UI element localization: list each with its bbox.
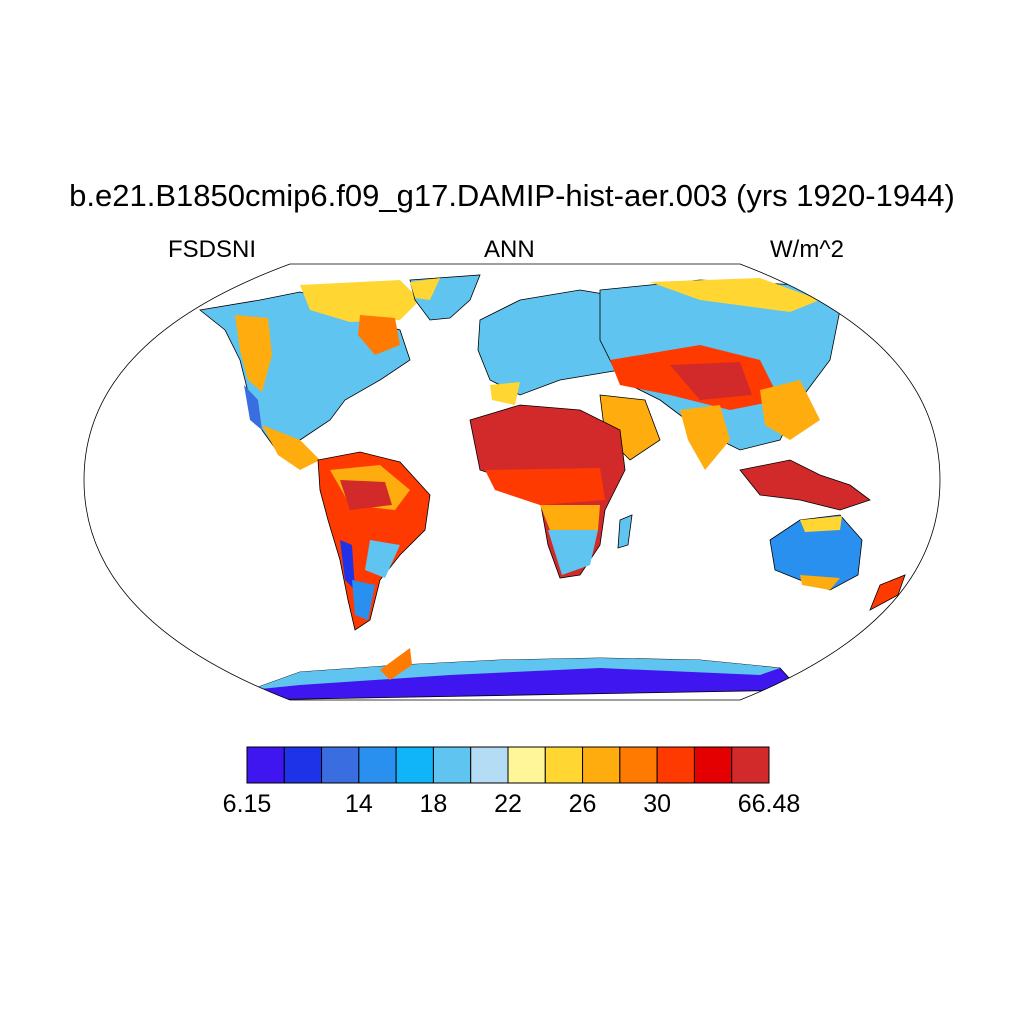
region-australia-north [800,516,842,532]
land-madagascar [617,514,633,549]
region-tibet [670,362,752,400]
colorbar-tick-label: 6.15 [222,790,272,818]
region-california [244,385,262,430]
season-label: ANN [484,236,535,263]
colorbar-box [507,746,546,784]
region-central-africa [540,505,600,530]
colorbar-box [470,746,509,784]
colorbar-box [395,746,434,784]
colorbar-box [582,746,621,784]
region-antarctica-coast [250,658,780,690]
region-amazon-core [340,480,392,510]
land-new-zealand [869,574,906,611]
region-india [680,405,730,470]
colorbar-tick-label: 26 [568,790,597,818]
region-western-na [235,315,272,392]
colorbar-box [246,746,285,784]
colorbar-tick-label: 22 [494,790,522,818]
region-sahel [485,468,605,505]
region-east-asia [760,380,820,440]
region-southern-africa [548,530,598,575]
region-southern-brazil [365,540,400,578]
region-canadian-arctic [300,280,420,322]
colorbar-box [283,746,323,784]
colorbar-box [619,746,658,784]
region-mexico [262,425,320,470]
region-greenland-coast [410,278,440,300]
map-boundary [83,263,941,701]
map-title: b.e21.B1850cmip6.f09_g17.DAMIP-hist-aer.… [69,178,955,213]
region-antarctic-peninsula [380,648,412,680]
region-australia-south [800,575,840,590]
units-label: W/m^2 [770,236,844,263]
colorbar-box [656,746,695,784]
region-iberia [490,382,520,405]
region-patagonia [352,580,375,620]
colorbar-box [321,746,360,784]
region-hudson-bay [358,315,400,355]
colorbar-tick-label: 30 [643,790,672,818]
colorbar-box [731,746,770,784]
colorbar-tick-label: 14 [344,790,373,818]
colorbar-box [544,746,584,784]
land-australia [769,514,863,591]
land-maritime-continent [739,459,871,511]
variable-label: FSDSNI [168,236,257,263]
colorbar-tick-label: 18 [419,790,448,818]
colorbar [246,746,770,784]
colorbar-box [693,746,733,784]
colorbar-box [358,746,397,784]
colorbar-tick-label: 66.48 [737,790,801,818]
region-siberia-coast [650,278,820,312]
map-field [199,274,906,700]
colorbar-box [432,746,472,784]
region-andes [340,540,355,590]
